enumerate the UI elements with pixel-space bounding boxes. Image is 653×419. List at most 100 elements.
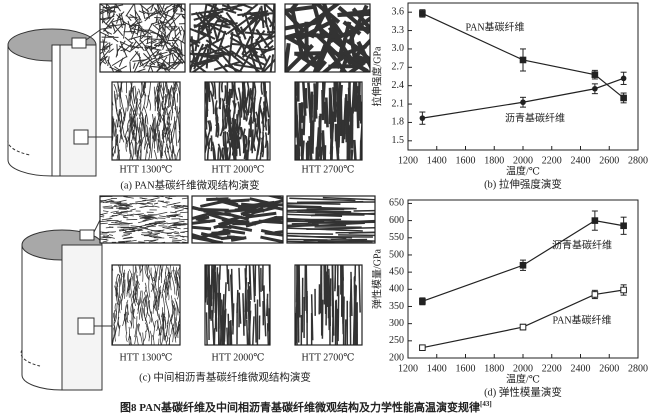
fiber bbox=[132, 87, 136, 104]
fiber bbox=[174, 209, 184, 213]
fiber bbox=[329, 18, 345, 38]
arrow bbox=[85, 29, 101, 41]
y-tick-label: 3.0 bbox=[392, 43, 405, 54]
marker bbox=[419, 298, 426, 305]
fiber bbox=[351, 82, 356, 114]
fiber bbox=[100, 48, 108, 51]
fiber bbox=[173, 4, 176, 14]
fiber bbox=[153, 296, 156, 308]
fiber bbox=[134, 50, 142, 59]
fiber bbox=[113, 90, 116, 104]
fiber bbox=[132, 59, 147, 62]
fiber bbox=[169, 236, 178, 240]
fiber bbox=[243, 136, 248, 152]
fiber bbox=[229, 274, 234, 326]
fiber bbox=[130, 208, 136, 211]
fiber bbox=[174, 297, 179, 316]
fiber bbox=[152, 334, 155, 345]
fiber bbox=[147, 216, 157, 219]
sample-box bbox=[77, 317, 95, 335]
fiber bbox=[285, 19, 321, 31]
fiber bbox=[164, 282, 167, 303]
fiber bbox=[110, 210, 119, 213]
fiber bbox=[134, 132, 137, 157]
y-tick-label: 1.8 bbox=[392, 117, 405, 128]
fiber bbox=[152, 24, 167, 37]
y-axis-label: 弹性模量/GPa bbox=[370, 248, 383, 309]
fiber bbox=[207, 120, 211, 135]
fiber bbox=[228, 212, 250, 221]
fiber bbox=[157, 85, 160, 102]
fiber bbox=[239, 26, 247, 40]
fiber bbox=[169, 85, 173, 108]
fiber bbox=[220, 45, 245, 66]
fiber bbox=[115, 134, 119, 147]
fiber bbox=[169, 334, 172, 345]
fiber bbox=[166, 120, 169, 133]
fiber bbox=[144, 233, 152, 236]
fiber bbox=[118, 325, 121, 337]
fiber bbox=[338, 234, 375, 237]
fiber bbox=[229, 198, 250, 203]
fiber bbox=[124, 203, 132, 206]
fiber bbox=[103, 235, 115, 239]
fiber bbox=[264, 82, 267, 97]
fiber bbox=[125, 332, 128, 342]
fiber bbox=[161, 140, 164, 157]
fiber bbox=[137, 25, 146, 36]
fiber bbox=[166, 310, 169, 325]
fiber bbox=[146, 200, 157, 204]
fiber bbox=[156, 222, 165, 225]
texture-box bbox=[100, 4, 185, 72]
fiber bbox=[139, 98, 142, 111]
annotation: 沥青基碳纤维 bbox=[505, 111, 565, 124]
fiber bbox=[100, 49, 110, 62]
fiber bbox=[176, 276, 178, 296]
fiber bbox=[203, 20, 213, 44]
fiber bbox=[146, 294, 149, 316]
fiber bbox=[132, 308, 135, 329]
x-tick-label: 1600 bbox=[456, 155, 476, 166]
fiber bbox=[192, 210, 217, 220]
fiber bbox=[147, 198, 155, 201]
x-tick-label: 1200 bbox=[398, 155, 418, 166]
fiber bbox=[305, 265, 308, 314]
x-tick-label: 1800 bbox=[484, 363, 504, 374]
fiber bbox=[121, 289, 125, 311]
fiber bbox=[162, 100, 165, 111]
fiber bbox=[148, 149, 151, 160]
marker bbox=[591, 217, 599, 224]
fiber bbox=[322, 196, 375, 201]
fiber bbox=[209, 90, 215, 115]
chart-caption: (b) 拉伸强度演变 bbox=[484, 177, 562, 190]
fiber bbox=[100, 55, 108, 62]
fiber bbox=[220, 22, 238, 27]
fiber bbox=[229, 320, 232, 345]
fiber bbox=[246, 128, 251, 160]
fiber bbox=[267, 118, 270, 132]
charts: 1.5 1.8 2.1 2.4 2.7 3.0 3.3 3.6 1200 1400 1600 1800… bbox=[370, 2, 648, 398]
fiber bbox=[230, 117, 234, 133]
fiber bbox=[169, 304, 175, 323]
texture-frame bbox=[286, 195, 376, 244]
fiber bbox=[158, 225, 168, 227]
fiber bbox=[112, 120, 115, 141]
fiber bbox=[120, 111, 125, 138]
fiber bbox=[142, 307, 148, 323]
fiber bbox=[102, 240, 108, 243]
y-tick-label: 1.5 bbox=[392, 135, 405, 146]
fiber bbox=[148, 98, 151, 111]
x-tick-label: 1400 bbox=[427, 363, 447, 374]
fiber bbox=[165, 226, 178, 229]
annotation: PAN基碳纤维 bbox=[552, 313, 611, 326]
texture-frame bbox=[111, 81, 181, 161]
texture-frame bbox=[204, 81, 271, 161]
series-line bbox=[422, 289, 624, 349]
texture-box bbox=[190, 4, 275, 72]
fiber bbox=[266, 298, 270, 332]
fiber bbox=[285, 42, 291, 72]
fiber bbox=[357, 25, 370, 34]
fiber bbox=[129, 335, 132, 345]
fiber bbox=[139, 197, 146, 200]
